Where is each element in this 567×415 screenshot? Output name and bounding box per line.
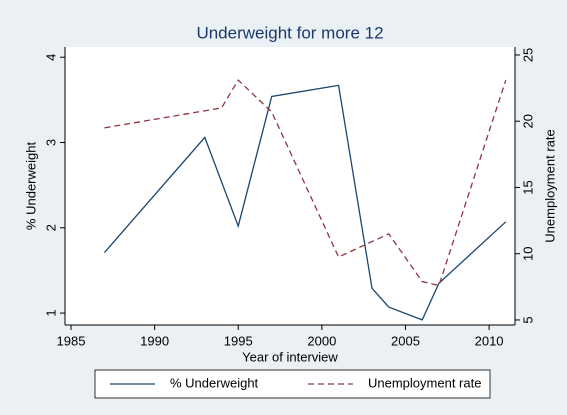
y-tick-label: 4 — [43, 54, 58, 61]
series-line — [104, 79, 507, 287]
x-tick-label: 2000 — [307, 333, 336, 348]
y2-axis-label: Unemployment rate — [542, 129, 557, 242]
legend-box — [94, 369, 491, 399]
legend-label: Unemployment rate — [368, 375, 481, 390]
y2-tick-label: 20 — [520, 114, 535, 128]
x-tick-label: 2010 — [475, 333, 504, 348]
series-line — [103, 84, 507, 321]
x-tick-label: 1990 — [140, 333, 169, 348]
y2-tick-label: 25 — [520, 48, 535, 62]
x-tick-label: 2005 — [391, 333, 420, 348]
legend-label: % Underweight — [170, 375, 259, 390]
x-tick-label: 1985 — [57, 333, 86, 348]
y-axis-label: % Underweight — [23, 142, 38, 231]
y2-tick-label: 5 — [520, 316, 535, 323]
y2-tick-label: 10 — [520, 246, 535, 260]
chart-title: Underweight for more 12 — [196, 23, 383, 42]
x-axis-label: Year of interview — [242, 349, 338, 364]
y-tick-label: 1 — [43, 309, 58, 316]
y-tick-label: 2 — [43, 224, 58, 231]
y2-tick-label: 15 — [520, 180, 535, 194]
y-tick-label: 3 — [43, 139, 58, 146]
x-tick-label: 1995 — [224, 333, 253, 348]
plot-area — [65, 47, 515, 325]
